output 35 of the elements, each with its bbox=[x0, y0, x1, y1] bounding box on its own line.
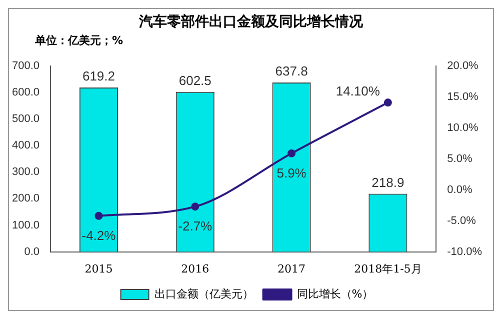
y-tick-label: 300.0 bbox=[12, 166, 40, 178]
data-label: 5.9% bbox=[276, 165, 307, 180]
data-label: -4.2% bbox=[82, 228, 116, 243]
data-label: 602.5 bbox=[178, 72, 212, 88]
y2-tick-label: 0.0% bbox=[447, 184, 472, 196]
y2-tick-label: 5.0% bbox=[447, 152, 472, 165]
y2-tick-label: 15.0% bbox=[447, 91, 479, 103]
legend-label: 同比增长（%） bbox=[296, 287, 374, 300]
data-label: 14.10% bbox=[336, 84, 380, 99]
data-label: -2.7% bbox=[178, 218, 213, 234]
point bbox=[191, 202, 200, 211]
point bbox=[288, 149, 296, 158]
x-tick-label: 2015 bbox=[84, 262, 113, 276]
y2-tick-label: -10.0% bbox=[447, 246, 482, 258]
y-tick-label: 0.0 bbox=[24, 246, 40, 258]
data-label: 637.8 bbox=[275, 64, 308, 79]
chart-subtitle: 单位：亿美元；% bbox=[35, 33, 124, 48]
point bbox=[94, 212, 103, 220]
legend-label: 出口金额（亿美元） bbox=[154, 287, 254, 300]
point bbox=[384, 98, 392, 107]
y-tick-label: 600.0 bbox=[12, 86, 40, 99]
x-tick-label: 2018年1-5月 bbox=[354, 262, 422, 276]
y2-tick-label: -5.0% bbox=[447, 214, 476, 227]
data-label: 619.2 bbox=[82, 68, 116, 84]
chart-title: 汽车零部件出口金额及同比增长情况 bbox=[138, 13, 364, 31]
y-tick-label: 200.0 bbox=[12, 192, 40, 205]
y-tick-label: 500.0 bbox=[12, 113, 40, 126]
y-tick-label: 700.0 bbox=[12, 60, 40, 72]
y-tick-label: 100.0 bbox=[12, 219, 40, 232]
y-tick-label: 400.0 bbox=[12, 140, 40, 152]
y2-tick-label: 20.0% bbox=[447, 60, 479, 72]
y2-tick-label: 10.0% bbox=[447, 122, 479, 134]
x-tick-label: 2017 bbox=[278, 262, 306, 276]
data-label: 218.9 bbox=[372, 174, 404, 190]
x-tick-label: 2016 bbox=[181, 262, 210, 276]
